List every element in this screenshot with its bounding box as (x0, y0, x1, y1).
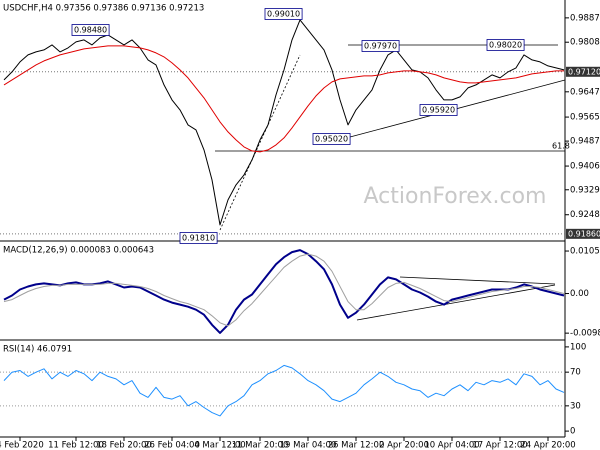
panel-title: MACD(12,26,9) 0.000083 0.000643 (3, 246, 154, 256)
trendline (349, 79, 566, 138)
annotation-box (179, 232, 218, 244)
annotation: 0.99010 (267, 10, 300, 19)
annotation: 0.98480 (74, 26, 107, 35)
y-tick-label: 0.00 (570, 289, 589, 299)
price-tag-box (566, 228, 600, 239)
price-tag: 0.91860 (568, 229, 600, 238)
y-tick-label: -0.009804 (570, 329, 600, 339)
x-tick-label: 4 Mar 12:00 (194, 441, 245, 450)
y-tick-label: 30 (570, 401, 581, 411)
series-line (3, 253, 565, 327)
x-tick-label: 24 Apr 20:00 (520, 441, 575, 450)
price-tag: 0.97120 (568, 67, 600, 76)
annotation: 0.91810 (182, 234, 215, 243)
annotation-box (264, 8, 303, 20)
y-tick-label: 100 (570, 342, 586, 352)
x-tick-label: 18 Feb 20:00 (96, 441, 152, 450)
annotation: 0.95920 (422, 106, 455, 115)
annotation-box (312, 133, 351, 145)
annotation-box (71, 24, 110, 36)
series-line (3, 45, 564, 153)
panel-title: USDCHF,H4 0.97356 0.97386 0.97136 0.9721… (3, 4, 204, 14)
y-tick-label: 0 (570, 427, 575, 437)
annotation: 0.98020 (489, 41, 522, 50)
series-line (3, 19, 565, 226)
annotation-box (361, 40, 400, 52)
y-tick-label: 0.010513 (570, 247, 600, 257)
series-line (3, 364, 565, 417)
trendline (219, 54, 301, 231)
annotation: 61.8 (552, 142, 570, 151)
x-tick-label: 2 Apr 20:00 (379, 441, 429, 450)
annotation-box (486, 39, 525, 51)
x-tick-label: 19 Mar 04:00 (280, 441, 337, 450)
price-tag-box (566, 66, 600, 77)
annotation: 0.97970 (364, 42, 397, 51)
x-tick-label: 11 Feb 12:00 (48, 441, 104, 450)
annotation-box (419, 104, 458, 116)
y-tick-label: 70 (570, 368, 581, 378)
x-tick-label: 26 Mar 12:00 (328, 441, 385, 450)
x-tick-label: 4 Feb 2020 (0, 441, 44, 450)
watermark: ActionForex.com (364, 184, 547, 209)
x-tick-label: 11 Mar 20:00 (232, 441, 289, 450)
x-tick-label: 10 Apr 04:00 (424, 441, 479, 450)
x-tick-label: 26 Feb 04:00 (144, 441, 200, 450)
macd-trendline (356, 284, 556, 321)
panel-title: RSI(14) 46.0791 (3, 345, 72, 355)
series-line (3, 249, 565, 334)
macd-trendline (399, 276, 556, 285)
x-tick-label: 17 Apr 12:00 (472, 441, 527, 450)
annotation: 0.95020 (315, 135, 348, 144)
